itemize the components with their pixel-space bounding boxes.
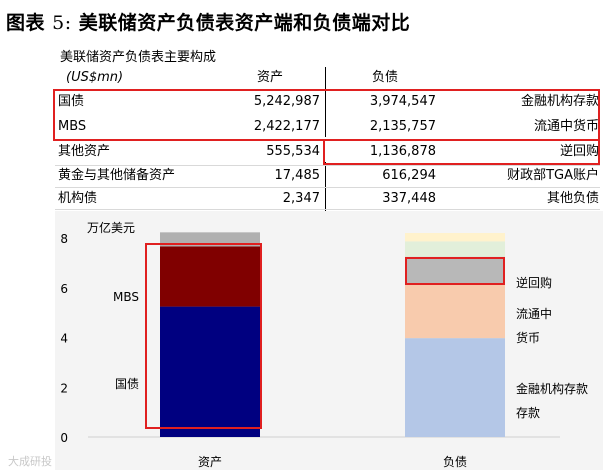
bar-segment <box>405 241 505 257</box>
row-divider <box>55 209 600 210</box>
highlight-box-reverse-repo-segment <box>405 257 505 285</box>
row-asset-name: 机构债 <box>58 191 98 206</box>
segment-label-deposits-line2: 存款 <box>516 406 540 420</box>
y-tick-label: 0 <box>60 431 68 445</box>
row-liability-name: 流通中货币 <box>533 119 599 134</box>
row-liability-value: 3,974,547 <box>369 94 436 109</box>
y-tick-label: 8 <box>60 232 68 246</box>
row-liability-value: 616,294 <box>382 168 436 183</box>
header-liabilities: 负债 <box>372 70 399 85</box>
segment-label-currency-line2: 货币 <box>516 330 540 345</box>
segment-label-mbs: MBS <box>113 290 139 304</box>
row-asset-value: 5,242,987 <box>253 94 320 109</box>
y-tick-label: 4 <box>60 332 68 346</box>
highlight-box-reverse-repo-row <box>323 139 600 165</box>
bar-segment <box>160 232 260 247</box>
row-liability-name: 其他负债 <box>546 191 599 206</box>
table-column-separator <box>325 67 326 137</box>
segment-label-treasury: 国债 <box>115 377 139 391</box>
bar-segment <box>405 233 505 242</box>
row-divider <box>55 187 600 188</box>
table-title: 美联储资产负债表主要构成 <box>60 50 217 65</box>
figure-title: 图表 5: 美联储资产负债表资产端和负债端对比 <box>6 8 410 35</box>
row-asset-value: 2,347 <box>282 191 320 206</box>
row-asset-name: 其他资产 <box>58 144 111 159</box>
row-divider <box>55 165 600 166</box>
row-liability-value: 337,448 <box>382 191 436 206</box>
bar-segment <box>405 285 505 339</box>
row-liability-name: 金融机构存款 <box>520 94 599 109</box>
table-unit: (US$mn) <box>66 70 124 85</box>
figure-title-text: 美联储资产负债表资产端和负债端对比 <box>78 12 411 34</box>
bar-segment <box>160 246 260 307</box>
figure-title-number: 5: <box>52 12 72 34</box>
row-liability-value: 1,136,878 <box>369 144 436 159</box>
row-asset-value: 2,422,177 <box>253 119 320 134</box>
bar-segment <box>160 306 260 437</box>
y-tick-label: 2 <box>60 381 68 395</box>
segment-label-currency-line1: 流通中 <box>516 306 552 321</box>
bar-segment <box>405 256 505 286</box>
watermark: 大成研投 <box>8 455 52 468</box>
row-liability-value: 2,135,757 <box>369 119 436 134</box>
row-liability-name: 逆回购 <box>559 144 599 159</box>
row-asset-name: 黄金与其他储备资产 <box>58 168 176 183</box>
figure-title-prefix: 图表 <box>6 12 46 34</box>
y-tick-label: 6 <box>60 282 68 296</box>
row-asset-name: MBS <box>58 119 87 134</box>
row-asset-value: 17,485 <box>274 168 321 183</box>
y-axis-unit-label: 万亿美元 <box>87 220 135 235</box>
row-asset-value: 555,534 <box>266 144 320 159</box>
segment-label-reverse-repo: 逆回购 <box>516 275 552 290</box>
x-category-label: 负债 <box>443 455 467 469</box>
segment-label-deposits-line1: 金融机构存款 <box>516 381 588 396</box>
bar-segment <box>405 338 505 437</box>
row-liability-name: 财政部TGA账户 <box>507 168 599 183</box>
highlight-box-assets-bar <box>145 243 262 429</box>
bar-segment <box>160 232 260 233</box>
header-assets: 资产 <box>257 70 284 85</box>
row-asset-name: 国债 <box>58 94 85 109</box>
x-category-label: 资产 <box>198 455 222 469</box>
